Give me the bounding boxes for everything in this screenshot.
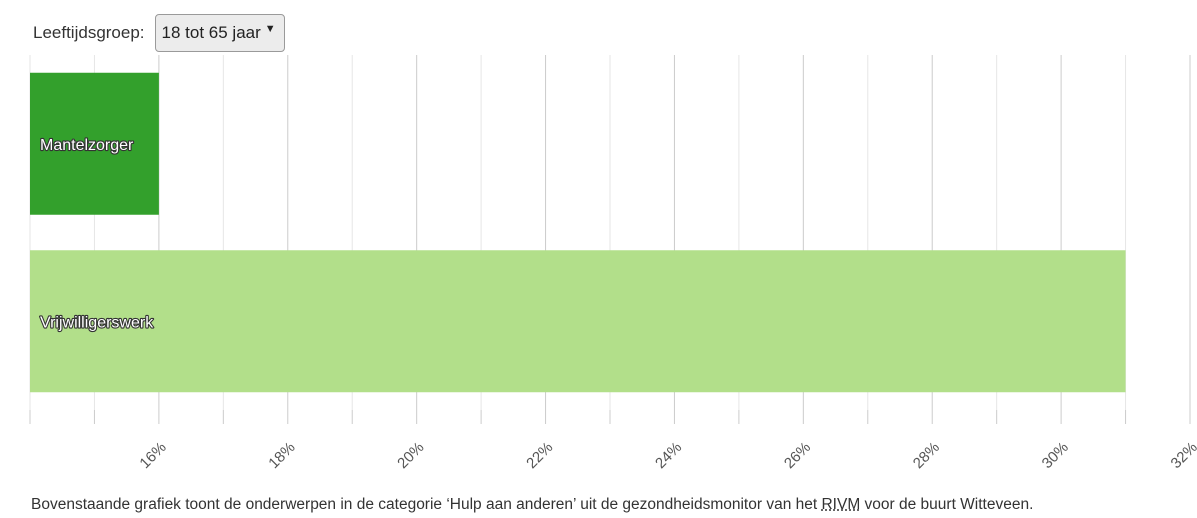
caption-abbreviation: RIVM [821, 496, 861, 513]
caption-text-end: voor de buurt Witteveen. [860, 496, 1034, 513]
age-group-selected-value: 18 tot 65 jaar [161, 23, 261, 42]
chart-caption: Bovenstaande grafiek toont de onderwerpe… [31, 496, 1033, 514]
x-tick-label: 28% [910, 439, 943, 472]
bar-vrijwilligerswerk [30, 250, 1126, 393]
chart-bars: Mantelzorger Vrijwilligerswerk [30, 72, 1126, 393]
bar-label-mantelzorger: Mantelzorger [40, 137, 134, 154]
caption-text-start: Bovenstaande grafiek toont de onderwerpe… [31, 496, 822, 513]
x-tick-label: 20% [394, 439, 427, 472]
x-tick-label: 22% [523, 439, 556, 472]
bar-label-vrijwilligerswerk: Vrijwilligerswerk [40, 314, 154, 331]
x-tick-label: 30% [1039, 439, 1072, 472]
x-tick-label: 26% [781, 439, 814, 472]
x-tick-labels: 16% 18% 20% 22% 24% 26% 28% 30% 32% [136, 439, 1197, 472]
age-group-select[interactable]: 18 tot 65 jaar ▼ [154, 14, 285, 52]
x-axis [29, 410, 1191, 424]
x-tick-label: 24% [652, 439, 685, 472]
x-tick-label: 32% [1168, 439, 1197, 472]
caret-down-icon: ▼ [264, 23, 276, 35]
filter-row: Leeftijdsgroep: 18 tot 65 jaar ▼ [33, 13, 285, 53]
bar-chart: Mantelzorger Vrijwilligerswerk 16% 18% 20% 2… [29, 55, 1197, 472]
age-group-label: Leeftijdsgroep: [33, 23, 145, 42]
x-tick-label: 16% [136, 439, 169, 472]
x-tick-label: 18% [265, 439, 298, 472]
bar-mantelzorger [30, 72, 159, 215]
